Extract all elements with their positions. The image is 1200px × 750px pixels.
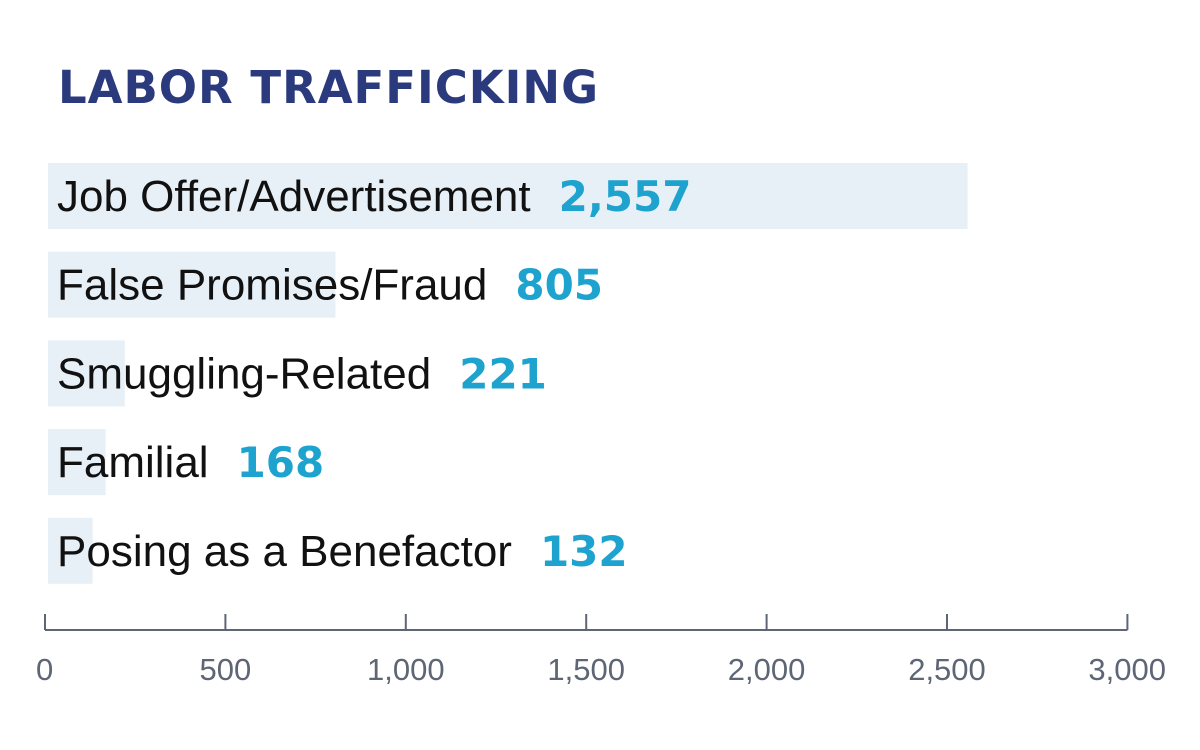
bar-4 [48, 517, 93, 584]
bar-label: Job Offer/Advertisement [57, 172, 531, 221]
bar-label: Posing as a Benefactor [57, 527, 512, 576]
bar-0 [48, 163, 968, 229]
bar-label: Familial [57, 438, 209, 487]
x-tick-label: 0 [36, 652, 53, 687]
x-tick-label: 1,000 [367, 652, 445, 687]
bar-value-label: 168 [237, 438, 325, 487]
x-tick-label: 2,500 [908, 652, 986, 687]
bar-3 [48, 429, 106, 496]
chart-title: LABOR TRAFFICKING [58, 61, 600, 114]
x-tick-label: 2,000 [728, 652, 806, 687]
bar-value-label: 2,557 [559, 172, 692, 221]
x-tick-label: 3,000 [1088, 652, 1166, 687]
bar-label: False Promises/Fraud [57, 261, 487, 310]
bar-value-label: 132 [540, 527, 628, 576]
bar-label: Smuggling-Related [57, 349, 431, 398]
bars-layer: Job Offer/Advertisement 2,557 False Promis… [48, 163, 968, 584]
bar-1 [48, 251, 336, 318]
x-axis: 0 500 1,000 1,500 2,000 2,500 3,000 [36, 614, 1166, 687]
x-tick-label: 1,500 [547, 652, 625, 687]
bar-value-label: 221 [459, 349, 547, 398]
bar-2 [48, 340, 125, 407]
x-tick-label: 500 [200, 652, 252, 687]
bar-value-label: 805 [515, 261, 603, 310]
